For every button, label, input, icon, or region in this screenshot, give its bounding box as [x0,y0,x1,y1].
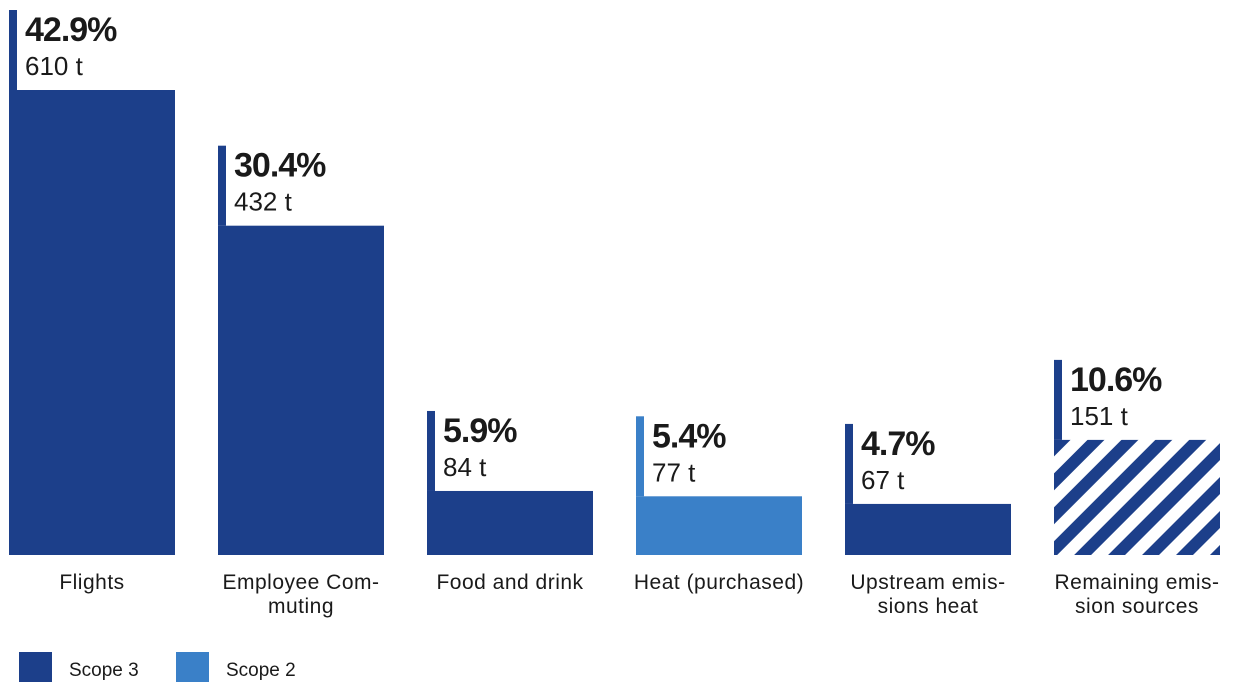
labels-layer: 42.9%610 t Flights 30.4%432 t Employee Com-… [25,11,1219,618]
legend: Scope 3 Scope 2 [19,652,296,682]
category-tick-label: Flights [59,571,124,594]
data-label-value: 77 t [652,457,696,487]
data-label-value: 610 t [25,51,84,81]
bar-label-accent [9,10,17,90]
category-tick-label: Employee Com- [222,571,379,594]
legend-label: Scope 2 [226,660,296,681]
legend-swatch [19,652,52,682]
data-label-value: 432 t [234,187,293,217]
bar [1054,439,1220,555]
legend-label: Scope 3 [69,660,139,681]
category-tick-label: Remaining emis- [1054,571,1219,594]
bars-layer [9,10,1220,555]
category-tick-label: muting [268,595,334,618]
bar-label-accent [1054,359,1062,440]
data-label-value: 84 t [443,452,487,482]
category-tick-label: Food and drink [436,571,583,594]
data-label-value: 67 t [861,465,905,495]
data-label-percent: 5.4% [652,417,726,455]
category-tick-label: Heat (purchased) [634,571,804,594]
bar-label-accent [636,416,644,497]
category-tick-label: sion sources [1075,595,1199,618]
category-tick-label: Upstream emis- [850,571,1005,594]
data-label-percent: 5.9% [443,412,517,450]
bar [218,225,384,555]
data-label-percent: 30.4% [234,147,326,185]
bar [636,496,802,555]
legend-swatch [176,652,209,682]
category-tick-label: sions heat [878,595,979,618]
bar-label-accent [218,145,226,226]
data-label-percent: 4.7% [861,425,935,463]
bar [9,90,175,555]
data-label-value: 151 t [1070,401,1129,431]
bar [427,490,593,555]
bar-label-accent [845,423,853,504]
bar-label-accent [427,410,435,491]
data-label-percent: 42.9% [25,11,117,49]
data-label-percent: 10.6% [1070,361,1162,399]
bar [845,503,1011,555]
